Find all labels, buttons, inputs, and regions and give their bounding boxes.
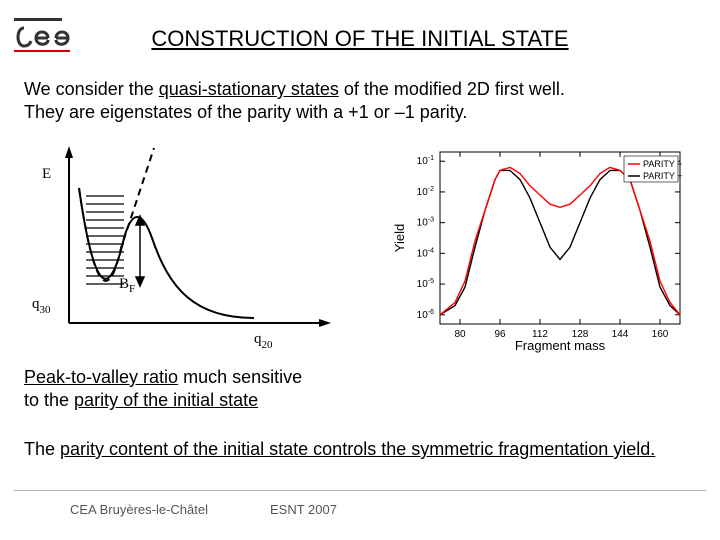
intro-line1-underline: quasi-stationary states [159, 79, 339, 99]
svg-text:10-6: 10-6 [417, 309, 434, 321]
intro-line2: They are eigenstates of the parity with … [24, 102, 467, 122]
e-axis-label: E [42, 166, 51, 182]
svg-text:10-1: 10-1 [417, 155, 434, 167]
bf-label: BF [119, 276, 135, 295]
conclusion-underline: parity content of the initial state cont… [60, 439, 655, 459]
svg-text:10-3: 10-3 [417, 217, 434, 229]
x-axis-label: Fragment mass [515, 338, 606, 353]
conclusion-pre: The [24, 439, 60, 459]
footer-right: ESNT 2007 [270, 502, 337, 517]
svg-text:160: 160 [652, 329, 669, 340]
svg-text:144: 144 [612, 329, 629, 340]
caption-left: Peak-to-valley ratio much sensitive to t… [24, 366, 384, 413]
page-title: CONSTRUCTION OF THE INITIAL STATE [0, 26, 720, 52]
footer-left: CEA Bruyères-le-Châtel [70, 502, 208, 517]
svg-text:10-5: 10-5 [417, 278, 434, 290]
caption-mid: much sensitive [178, 367, 302, 387]
intro-line1-pre: We consider the [24, 79, 159, 99]
potential-diagram: E q30 q20 BF [24, 138, 354, 348]
svg-text:96: 96 [494, 329, 506, 340]
svg-text:80: 80 [454, 329, 466, 340]
caption-line2-pre: to the [24, 390, 74, 410]
svg-text:PARITY +: PARITY + [643, 171, 682, 181]
svg-text:PARITY −: PARITY − [643, 159, 682, 169]
intro-line1-post: of the modified 2D first well. [339, 79, 565, 99]
svg-text:10-2: 10-2 [417, 186, 434, 198]
conclusion-text: The parity content of the initial state … [24, 438, 696, 461]
svg-text:10-4: 10-4 [417, 247, 434, 259]
q30-label: q30 [32, 296, 51, 316]
footer-divider [14, 490, 706, 491]
intro-text: We consider the quasi-stationary states … [24, 78, 696, 125]
caption-u1: Peak-to-valley ratio [24, 367, 178, 387]
q20-label: q20 [254, 331, 273, 348]
y-axis-label: Yield [392, 224, 407, 252]
caption-u2: parity of the initial state [74, 390, 258, 410]
yield-chart: 10-110-210-310-410-510-6 809611212814416… [390, 140, 700, 360]
